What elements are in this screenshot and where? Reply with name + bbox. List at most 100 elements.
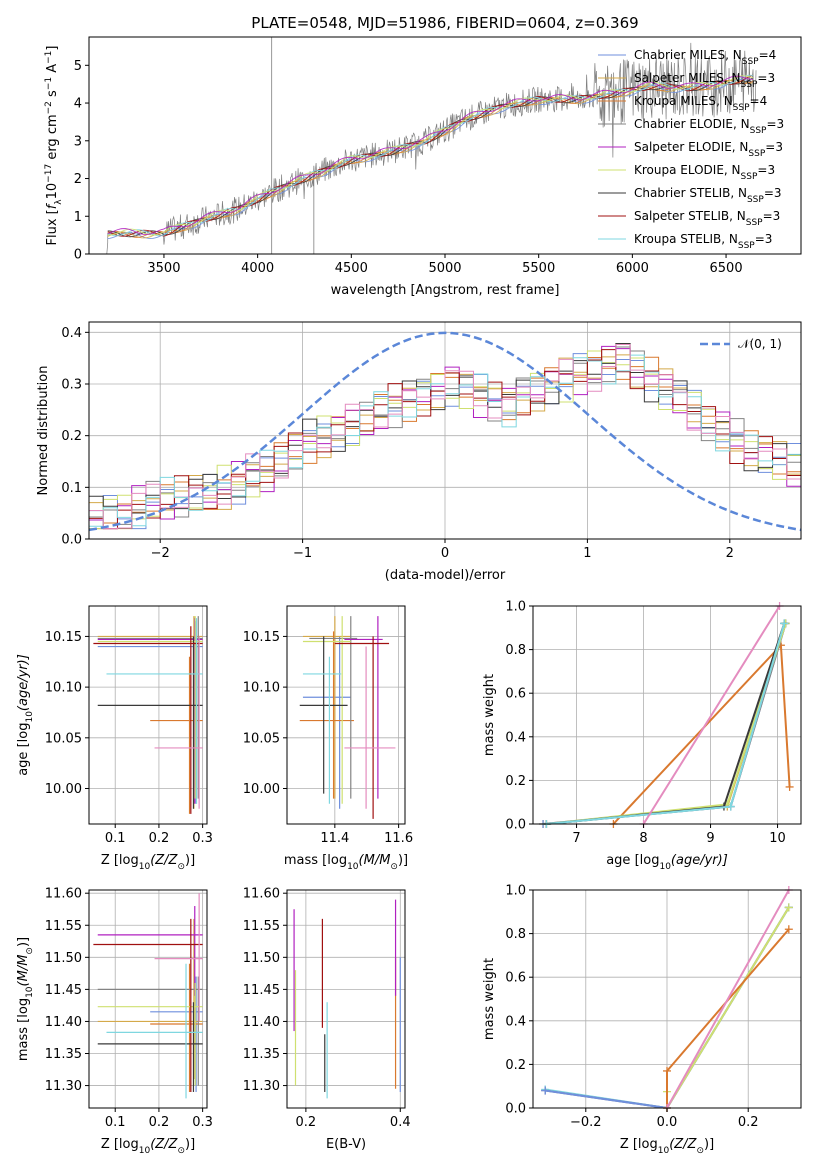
label-part: −1 [44,77,54,90]
model-spectrum [107,79,754,239]
label-part: 10 [658,1146,670,1156]
scatter2-frame: 0.1 0.2 0.3 10.00 10.05 10.10 10.15 [45,605,213,846]
normal-curve [88,331,802,532]
x-tick-label: 0.4 [390,1115,411,1130]
y-tick-label: 10.05 [243,731,280,746]
weight-line [666,906,790,1112]
label-part: −17 [44,164,54,183]
label-part: ⊙ [390,862,398,872]
y-tick-label: 11.55 [45,919,82,934]
label-part: 4 [769,48,777,62]
y-tick-label: 10.10 [45,681,82,696]
label-part: Chabrier ELODIE [634,117,733,131]
y-tick-label: 11.50 [243,951,280,966]
legend-entry: Kroupa MILES, NSSP=4 [634,94,767,113]
label-part: ⊙ [177,862,185,872]
y-tick-label: 11.50 [45,951,82,966]
label-part: Z [log [620,1137,658,1152]
label-part: = [757,71,767,85]
label-part: 4 [760,94,768,108]
legend-entry: Chabrier ELODIE, NSSP=3 [634,117,784,136]
x-tick-label: 10 [769,831,786,846]
x-tick-label: 6000 [616,261,649,276]
weight-line [546,623,786,825]
label-part: = [764,186,774,200]
label-part: = [755,232,765,246]
x-tick-label: 0.2 [149,831,170,846]
plot-frame [532,605,802,825]
label-part: mass [log [284,853,347,868]
label-part: −1 [44,51,54,64]
scatter6-frame: 0.2 0.4 11.30 11.35 11.40 11.45 11.50 11.55 11.6… [243,887,411,1130]
y-tick-label: 10.05 [45,731,82,746]
y-tick-label: 0.2 [505,774,526,789]
y-tick-label: 0.4 [61,326,82,341]
label-part: Kroupa ELODIE [634,163,724,177]
scatter5-frame: 0.1 0.2 0.3 11.30 11.35 11.40 11.45 11.50 11.55 1… [45,887,213,1130]
label-part: (age/yr)] [671,853,728,868]
weight-line [666,889,790,1109]
legend-entry: Chabrier STELIB, NSSP=3 [634,186,782,205]
y-tick-label: 3 [74,134,82,149]
y-axis-label: Flux [fλ10−17 erg cm−2 s−1 A−1] [44,46,64,246]
y-tick-label: 10.15 [243,630,280,645]
label-part: age [log [16,723,31,776]
label-part: Salpeter STELIB [634,209,729,223]
x-tick-label: 0.2 [738,1115,759,1130]
x-tick-label: 0 [441,546,449,561]
y-tick-label: 10.00 [243,782,280,797]
x-tick-label: 5500 [522,261,555,276]
y-tick-label: 0.6 [505,971,526,986]
label-part: , N [729,209,746,223]
y-tick-label: 0.8 [505,643,526,658]
y-tick-label: 5 [74,59,82,74]
label-part: , N [724,71,741,85]
error-bars [293,899,401,1099]
weights4-axes [533,605,801,825]
label-part: SSP [742,57,759,67]
y-tick-label: 0.0 [505,1102,526,1117]
label-part: 10 [45,183,60,200]
y-tick-label: 0.3 [61,378,82,393]
x-tick-label: −2 [151,546,170,561]
label-part: SSP [748,149,765,159]
label-part: (age/yr)] [16,654,31,711]
label-part: (M/M [16,955,31,987]
weights7-frame: −0.2 0.0 0.2 0.0 0.2 0.4 0.6 0.8 1.0 [505,884,802,1130]
y-tick-label: 1.0 [505,884,526,899]
plot-frame [286,889,406,1109]
label-part: SSP [738,241,755,251]
plot-frame [88,889,208,1109]
x-axis-label: E(B-V) [326,1137,366,1152]
label-part: Salpeter MILES [634,71,724,85]
scatter3-frame: 11.4 11.6 10.00 10.05 10.10 10.15 [243,605,413,846]
label-part: 3 [767,71,775,85]
label-part: 10 [25,986,35,998]
x-tick-label: 4000 [241,261,274,276]
histogram-step [88,343,801,539]
x-axis-label: Z [log10(Z/Z⊙)] [101,1137,195,1156]
weight-lines [539,602,794,828]
x-tick-label: 8 [639,831,647,846]
legend-entry: Kroupa ELODIE, NSSP=3 [634,163,775,182]
x-axis-label: wavelength [Angstrom, rest frame] [331,283,560,298]
label-part: )] [398,853,408,868]
y-tick-label: 10.15 [45,630,82,645]
label-part: SSP [746,218,763,228]
label-part: , N [730,186,747,200]
label-part: 10 [139,862,151,872]
label-part: (Z/Z [150,853,178,868]
label-part: ⊙ [696,1146,704,1156]
scatter6-axes [287,890,405,1108]
label-part: SSP [741,172,758,182]
label-part: ⊙ [177,1146,185,1156]
label-part: SSP [733,103,750,113]
y-tick-label: 0.2 [505,1058,526,1073]
label-part: Kroupa MILES [634,94,716,108]
x-tick-label: 0.1 [105,831,126,846]
y-tick-label: 11.40 [45,1015,82,1030]
label-part: )] [185,1137,195,1152]
y-axis-label: age [log10(age/yr)] [16,654,35,776]
y-tick-label: 0.2 [61,429,82,444]
weight-line [666,928,790,1108]
